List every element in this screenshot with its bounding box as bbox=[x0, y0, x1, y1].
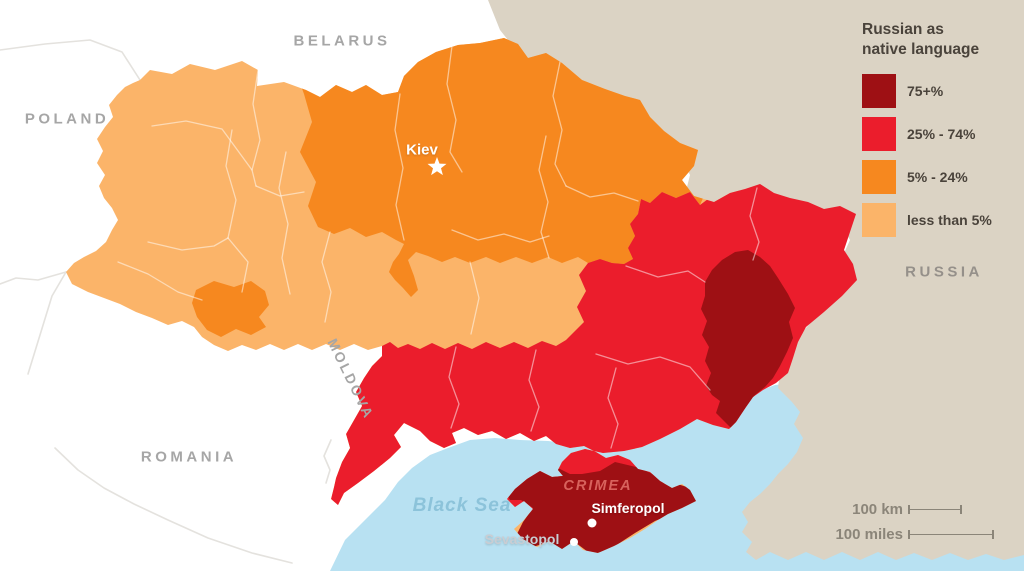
scale-km: 100 km bbox=[828, 501, 962, 518]
scale-km-label: 100 km bbox=[852, 501, 903, 518]
legend-item-25-74: 25% - 74% bbox=[862, 117, 1024, 151]
scale-miles-label: 100 miles bbox=[835, 526, 903, 543]
legend-swatch-25-74 bbox=[862, 117, 896, 151]
country-label-russia: RUSSIA bbox=[905, 263, 983, 281]
country-label-poland: POLAND bbox=[24, 110, 110, 128]
region-donetsk bbox=[701, 250, 795, 429]
scale-miles: 100 miles bbox=[828, 526, 994, 543]
legend-swatch-lt5 bbox=[862, 203, 896, 237]
region-crimea bbox=[505, 462, 702, 553]
legend-title: Russian as native language bbox=[862, 21, 980, 58]
legend-swatch-75plus bbox=[862, 74, 896, 108]
region-label-crimea: CRIMEA bbox=[563, 478, 633, 494]
country-label-romania: ROMANIA bbox=[140, 448, 238, 466]
oblast-borders bbox=[117, 45, 760, 449]
scale-miles-bar bbox=[908, 530, 994, 539]
country-borders bbox=[0, 39, 332, 564]
legend-item-lt5: less than 5% bbox=[862, 203, 1024, 237]
scale-km-bar bbox=[908, 505, 962, 514]
legend-item-75plus: 75+% bbox=[862, 74, 1024, 108]
city-label-simferopol: Simferopol bbox=[591, 500, 665, 516]
country-label-belarus: BELARUS bbox=[293, 32, 391, 50]
sea-label: Black Sea bbox=[412, 495, 512, 516]
city-label-sevastopol: Sevastopol bbox=[484, 531, 560, 547]
legend-item-5-24: 5% - 24% bbox=[862, 160, 1024, 194]
kiev-star-icon bbox=[427, 157, 447, 176]
city-label-kiev: Kiev bbox=[406, 141, 438, 159]
sevastopol-dot bbox=[570, 538, 578, 546]
region-chernivtsi bbox=[192, 281, 269, 337]
legend-swatch-5-24 bbox=[862, 160, 896, 194]
legend: Russian as native language 75+% 25% - 74… bbox=[862, 20, 1024, 246]
simferopol-dot bbox=[587, 518, 597, 528]
